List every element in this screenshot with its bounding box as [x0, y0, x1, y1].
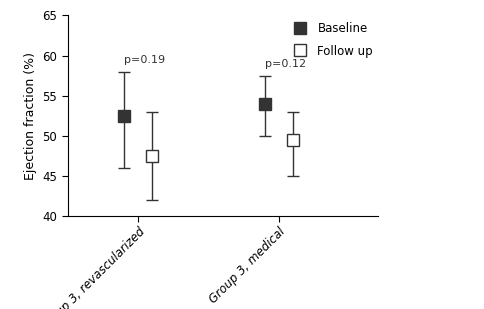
Legend: Baseline, Follow up: Baseline, Follow up — [283, 17, 378, 62]
Y-axis label: Ejection fraction (%): Ejection fraction (%) — [24, 52, 37, 180]
Text: p=0.19: p=0.19 — [124, 55, 165, 65]
Text: p=0.12: p=0.12 — [265, 59, 306, 69]
